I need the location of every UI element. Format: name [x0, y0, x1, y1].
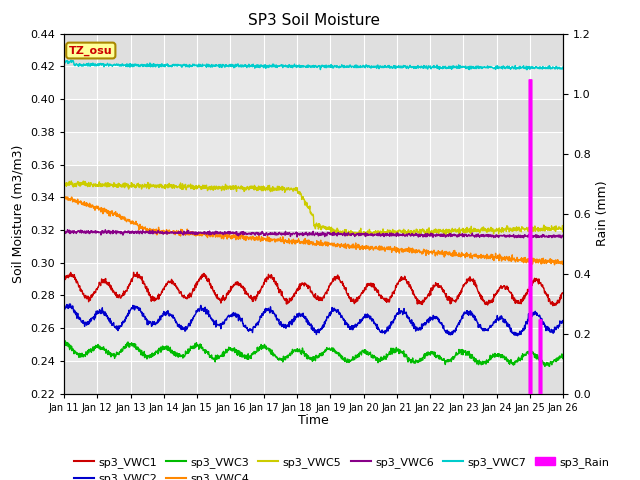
sp3_VWC5: [272, 188, 280, 193]
sp3_VWC4: [550, 262, 558, 268]
sp3_VWC3: [60, 343, 68, 348]
Line: sp3_VWC6: sp3_VWC6: [64, 229, 563, 238]
sp3_VWC6: [120, 230, 127, 236]
sp3_VWC6: [292, 230, 300, 236]
Text: TZ_osu: TZ_osu: [69, 46, 113, 56]
sp3_VWC2: [344, 322, 352, 327]
sp3_VWC6: [557, 235, 565, 241]
sp3_VWC7: [120, 63, 127, 69]
sp3_VWC7: [559, 65, 567, 71]
sp3_VWC2: [120, 319, 127, 324]
sp3_VWC2: [559, 318, 567, 324]
sp3_VWC7: [99, 61, 107, 67]
sp3_VWC7: [344, 64, 352, 70]
Bar: [64, 99, 563, 132]
sp3_VWC7: [60, 58, 68, 64]
sp3_VWC5: [344, 230, 352, 236]
sp3_VWC1: [344, 291, 352, 297]
sp3_VWC3: [559, 355, 567, 360]
sp3_VWC7: [292, 64, 300, 70]
sp3_VWC7: [523, 67, 531, 72]
sp3_VWC6: [60, 228, 68, 233]
sp3_VWC7: [283, 64, 291, 70]
sp3_VWC5: [283, 185, 291, 191]
sp3_VWC1: [133, 269, 141, 275]
Title: SP3 Soil Moisture: SP3 Soil Moisture: [248, 13, 380, 28]
Bar: [64, 295, 563, 328]
sp3_VWC2: [60, 305, 68, 311]
sp3_VWC6: [272, 230, 280, 236]
sp3_VWC5: [364, 233, 371, 239]
sp3_VWC3: [283, 355, 291, 360]
sp3_VWC3: [120, 344, 127, 350]
sp3_VWC7: [272, 62, 280, 68]
sp3_VWC1: [99, 279, 106, 285]
sp3_VWC4: [62, 194, 70, 200]
sp3_VWC2: [292, 315, 300, 321]
sp3_VWC6: [64, 227, 72, 232]
sp3_VWC3: [61, 338, 69, 344]
sp3_VWC7: [67, 57, 75, 63]
Bar: [64, 230, 563, 263]
sp3_VWC2: [272, 312, 280, 318]
sp3_VWC1: [283, 301, 291, 307]
sp3_VWC1: [119, 290, 127, 296]
sp3_VWC3: [541, 363, 548, 369]
sp3_VWC2: [99, 311, 107, 316]
Line: sp3_VWC3: sp3_VWC3: [64, 341, 563, 366]
X-axis label: Time: Time: [298, 414, 329, 427]
sp3_VWC3: [272, 353, 280, 359]
sp3_VWC5: [292, 188, 300, 193]
sp3_VWC3: [99, 347, 107, 352]
sp3_VWC6: [559, 233, 567, 239]
sp3_VWC4: [60, 196, 68, 202]
Line: sp3_VWC7: sp3_VWC7: [64, 60, 563, 70]
sp3_VWC5: [60, 183, 68, 189]
sp3_VWC4: [292, 240, 300, 245]
Bar: [64, 34, 563, 66]
sp3_VWC1: [549, 303, 557, 309]
sp3_VWC5: [559, 226, 567, 231]
sp3_VWC6: [99, 228, 107, 234]
sp3_VWC5: [120, 180, 127, 186]
Y-axis label: Soil Moisture (m3/m3): Soil Moisture (m3/m3): [12, 144, 24, 283]
sp3_VWC1: [272, 280, 280, 286]
sp3_VWC3: [344, 358, 352, 364]
Line: sp3_VWC2: sp3_VWC2: [64, 304, 563, 336]
Y-axis label: Rain (mm): Rain (mm): [596, 181, 609, 246]
sp3_VWC1: [292, 290, 300, 296]
sp3_VWC6: [283, 231, 291, 237]
sp3_VWC5: [99, 183, 107, 189]
sp3_VWC2: [67, 301, 74, 307]
sp3_VWC4: [99, 211, 107, 216]
sp3_VWC2: [283, 324, 291, 330]
sp3_VWC4: [344, 244, 352, 250]
Line: sp3_VWC4: sp3_VWC4: [64, 197, 563, 265]
sp3_VWC5: [67, 178, 75, 184]
Bar: [64, 361, 563, 394]
sp3_VWC4: [283, 239, 291, 245]
sp3_VWC2: [514, 333, 522, 339]
sp3_VWC1: [60, 278, 68, 284]
sp3_VWC4: [272, 236, 280, 242]
sp3_VWC3: [292, 348, 300, 354]
Line: sp3_VWC5: sp3_VWC5: [64, 181, 563, 236]
sp3_VWC4: [120, 214, 127, 220]
Line: sp3_VWC1: sp3_VWC1: [64, 272, 563, 306]
sp3_VWC4: [559, 261, 567, 267]
sp3_VWC6: [344, 230, 352, 236]
sp3_VWC1: [559, 290, 567, 296]
Legend: sp3_VWC1, sp3_VWC2, sp3_VWC3, sp3_VWC4, sp3_VWC5, sp3_VWC6, sp3_VWC7, sp3_Rain: sp3_VWC1, sp3_VWC2, sp3_VWC3, sp3_VWC4, …: [70, 453, 614, 480]
Bar: [64, 165, 563, 197]
